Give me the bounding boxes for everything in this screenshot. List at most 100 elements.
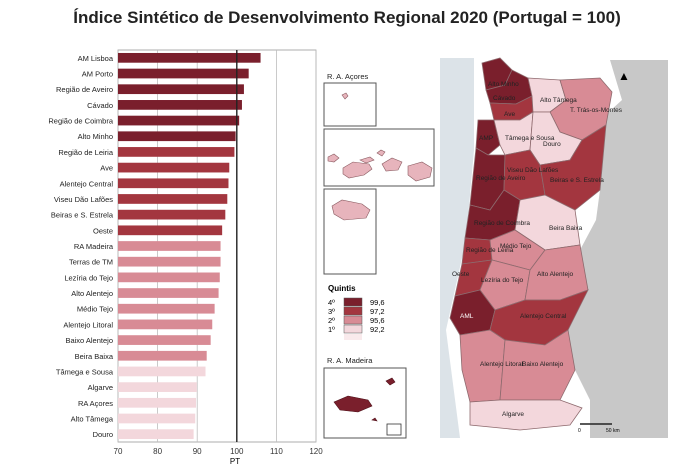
madeira-isle-main — [333, 395, 373, 413]
north-arrow-icon: ▲ — [618, 69, 630, 83]
bar — [118, 162, 230, 173]
bar — [118, 413, 196, 424]
map-label-baixo-alentejo: Baixo Alentejo — [522, 361, 564, 368]
map-label-terras-tm: T. Trás-os-Montes — [570, 107, 623, 114]
map-label-alentejo-litoral: Alentejo Litoral — [480, 361, 524, 368]
category-label: RA Madeira — [74, 242, 114, 251]
azores-isle-saojorge — [359, 156, 375, 164]
category-label: AM Lisboa — [78, 54, 114, 63]
map-label-aml: AML — [460, 313, 474, 320]
azores-inset: R. A. Açores — [323, 72, 435, 275]
azores-isle-graciosa — [376, 149, 386, 157]
madeira-isle-portosanto — [385, 377, 396, 386]
map-sea-left — [440, 58, 474, 438]
map-label-leziria: Lezíria do Tejo — [481, 277, 524, 284]
bar — [118, 256, 221, 267]
category-label: Médio Tejo — [77, 305, 113, 314]
category-label: AM Porto — [82, 70, 113, 79]
legend-swatch — [343, 306, 363, 316]
azores-isle-flores — [331, 199, 371, 221]
legend-threshold-value: 92,2 — [370, 325, 385, 334]
category-label: Tâmega e Sousa — [56, 367, 114, 376]
bar — [118, 366, 206, 377]
legend-threshold-value: 99,6 — [370, 298, 385, 307]
map-label-algarve: Algarve — [502, 411, 524, 418]
category-label: Beira Baixa — [75, 352, 114, 361]
map-algarve — [469, 399, 583, 431]
legend-title: Quintis — [328, 284, 356, 293]
category-label: Alentejo Litoral — [63, 320, 113, 329]
map-label-douro: Douro — [543, 141, 561, 148]
bar — [118, 319, 213, 330]
madeira-isle-desertas — [371, 417, 378, 422]
bar — [118, 382, 197, 392]
bar — [118, 178, 229, 189]
legend-swatch-lowest — [344, 334, 362, 340]
map-label-viseu: Viseu Dão Lafões — [507, 167, 559, 174]
legend-quintile-label: 2º — [328, 316, 335, 325]
map-label-alto-minho: Alto Minho — [488, 81, 519, 88]
bar — [118, 241, 221, 251]
category-label: Alto Alentejo — [71, 289, 113, 298]
x-tick-label: 120 — [309, 447, 323, 456]
bar — [118, 52, 261, 63]
category-label: RA Açores — [78, 399, 113, 408]
azores-inset-box-1 — [323, 82, 377, 127]
x-tick-label: 80 — [153, 447, 162, 456]
map-label-tamega-sousa: Tâmega e Sousa — [505, 135, 555, 142]
chart-title: Índice Sintético de Desenvolvimento Regi… — [73, 8, 621, 27]
bar — [118, 225, 223, 236]
category-label: Alentejo Central — [60, 179, 114, 188]
category-label: Região de Coimbra — [48, 117, 113, 126]
madeira-inset-title: R. A. Madeira — [327, 356, 373, 365]
legend-threshold-value: 97,2 — [370, 307, 385, 316]
bar — [118, 209, 226, 220]
map-label-aveiro: Região de Aveiro — [476, 175, 526, 182]
bar-chart: 70 80 90 100 110 120 AM Lisboa AM Porto Região d… — [48, 49, 323, 456]
category-label: Lezíria do Tejo — [64, 273, 113, 282]
madeira-selvagens-box — [386, 423, 402, 436]
bar — [118, 194, 228, 204]
category-label: Cávado — [87, 101, 113, 110]
legend-swatch — [343, 297, 363, 307]
map-label-oeste: Oeste — [452, 271, 470, 278]
map-label-ave: Ave — [504, 111, 515, 118]
category-label: Ave — [100, 164, 113, 173]
map-scale-zero: 0 — [578, 428, 581, 434]
map-label-medio-tejo: Médio Tejo — [500, 243, 532, 250]
portugal-map: Alto Minho Cávado Ave Alto Tâmega T. Trá… — [440, 57, 668, 438]
map-label-leiria: Região de Leiria — [466, 247, 514, 254]
azores-isle-corvo — [341, 92, 349, 100]
x-tick-label: 70 — [114, 447, 123, 456]
x-axis-label: PT — [230, 457, 240, 466]
map-label-alentejo-central: Alentejo Central — [520, 313, 567, 320]
legend-threshold-value: 95,6 — [370, 316, 385, 325]
category-label: Região de Leiria — [58, 148, 113, 157]
madeira-inset: R. A. Madeira — [323, 356, 407, 439]
bar — [118, 131, 236, 142]
category-label: Douro — [93, 430, 113, 439]
legend-swatch — [343, 324, 363, 334]
map-scale-end: 50 km — [606, 428, 620, 434]
map-label-amp: AMP — [479, 135, 493, 142]
category-label: Alto Minho — [78, 132, 113, 141]
azores-isle-faial — [327, 153, 340, 163]
x-tick-label: 110 — [270, 447, 283, 456]
legend-quintile-label: 3º — [328, 307, 335, 316]
bar — [118, 303, 215, 314]
bar — [118, 397, 197, 408]
category-label: Alto Tâmega — [71, 414, 114, 423]
bar — [118, 429, 194, 440]
bar — [118, 335, 211, 345]
map-label-cavado: Cávado — [493, 95, 516, 102]
bar — [118, 68, 249, 79]
azores-isle-saomiguel — [407, 161, 433, 182]
x-tick-label: 100 — [230, 447, 244, 456]
bar — [118, 272, 220, 283]
category-label: Viseu Dão Lafões — [54, 195, 113, 204]
map-amp — [475, 119, 501, 156]
bar — [118, 147, 235, 157]
bar — [118, 84, 244, 95]
legend-quintile-label: 1º — [328, 325, 335, 334]
